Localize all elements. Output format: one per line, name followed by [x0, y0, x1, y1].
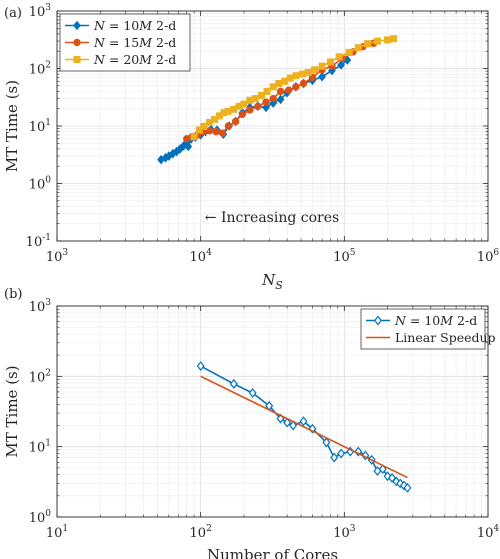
ticks: [56, 10, 489, 242]
data-point: [289, 420, 298, 431]
axes-frame: [56, 305, 489, 518]
legend-entry: Linear Speedup: [395, 330, 496, 345]
y-tick-label: 103: [29, 3, 52, 20]
data-point: [337, 60, 345, 70]
data-point: [262, 98, 270, 106]
data-point: [304, 69, 312, 77]
data-point: [330, 452, 339, 463]
series-line: [200, 375, 408, 479]
panel-label: (a): [4, 6, 22, 21]
data-point: [224, 122, 233, 130]
data-point: [196, 361, 205, 372]
data-point: [276, 94, 285, 105]
y-tick-label: 10-1: [26, 233, 51, 250]
data-point: [211, 115, 219, 123]
data-point: [257, 91, 265, 99]
data-point: [229, 378, 238, 389]
data-point: [269, 94, 277, 103]
data-point: [275, 79, 283, 87]
data-point: [311, 66, 319, 74]
x-tick-label: 105: [333, 248, 356, 265]
legend-entry: N = 10M 2-d: [93, 18, 176, 33]
y-tick-label: 100: [29, 176, 52, 193]
x-tick-label: 103: [46, 248, 69, 265]
data-point: [318, 71, 326, 82]
panel-a-chart: 103 104 105 106 10-1 100 101 102 103 NS MT Time (s…: [3, 3, 499, 292]
data-point: [195, 126, 203, 134]
data-point: [335, 53, 343, 61]
x-tick-label: 104: [190, 248, 213, 265]
data-point: [283, 417, 292, 428]
data-point: [299, 79, 308, 88]
x-axis-label: NS: [261, 271, 283, 292]
legend-box: [360, 308, 486, 350]
y-tick-label: 102: [29, 368, 51, 385]
legend-entry: N = 10M 2-d: [394, 313, 477, 328]
ticks: [56, 305, 489, 518]
data-point: [276, 87, 285, 96]
legend: N = 10M 2-d N = 15M 2-d N = 20M 2-d: [59, 13, 191, 72]
data-point: [246, 106, 254, 114]
data-point: [322, 437, 331, 448]
y-tick-label: 102: [29, 61, 51, 78]
y-tick-label: 101: [29, 439, 51, 456]
data-point: [298, 70, 306, 78]
legend-entry: N = 15M 2-d: [93, 35, 176, 50]
data-point: [373, 37, 381, 45]
x-tick-label: 103: [333, 524, 356, 541]
legend-marker: [374, 315, 382, 326]
x-tick-label: 101: [46, 524, 68, 541]
legend-marker: [73, 38, 81, 47]
legend-marker: [73, 56, 81, 63]
data-point: [285, 86, 293, 94]
x-tick-label: 106: [477, 248, 500, 265]
data-point: [345, 48, 353, 56]
data-point: [354, 44, 362, 52]
data-point: [231, 117, 240, 126]
data-point: [326, 58, 334, 66]
panel-label: (b): [4, 287, 22, 302]
data-point: [318, 62, 326, 70]
legend-marker: [73, 20, 81, 31]
data-point: [299, 416, 308, 427]
data-point: [184, 141, 193, 152]
y-tick-label: 101: [29, 118, 51, 135]
data-point: [212, 127, 220, 136]
data-point: [403, 482, 412, 493]
data-point: [224, 107, 232, 115]
data-point: [240, 100, 248, 108]
data-point: [292, 72, 300, 80]
data-point: [190, 133, 198, 141]
series-3: [190, 35, 398, 141]
x-tick-label: 102: [190, 524, 212, 541]
data-point: [286, 74, 294, 82]
data-point: [251, 95, 259, 103]
data-point: [337, 448, 346, 459]
y-axis-label: MT Time (s): [3, 365, 21, 457]
annotation: ← Increasing cores: [205, 210, 339, 226]
data-point: [364, 40, 372, 48]
series-2: [200, 375, 408, 479]
y-axis-label: MT Time (s): [3, 80, 21, 172]
y-tick-label: 103: [29, 298, 52, 315]
x-tick-label: 104: [477, 524, 500, 541]
data-point: [218, 129, 227, 137]
data-point: [238, 110, 247, 118]
legend: N = 10M 2-d Linear Speedup: [360, 308, 496, 350]
data-point: [254, 102, 262, 111]
data-point: [390, 35, 398, 43]
data-point: [200, 123, 208, 131]
data-point: [384, 36, 392, 44]
legend-entry: N = 20M 2-d: [93, 52, 176, 67]
x-axis-label: Number of Cores: [207, 546, 338, 559]
data-point: [248, 388, 257, 398]
y-tick-label: 100: [29, 509, 52, 526]
data-point: [292, 83, 300, 91]
data-point: [263, 87, 271, 95]
